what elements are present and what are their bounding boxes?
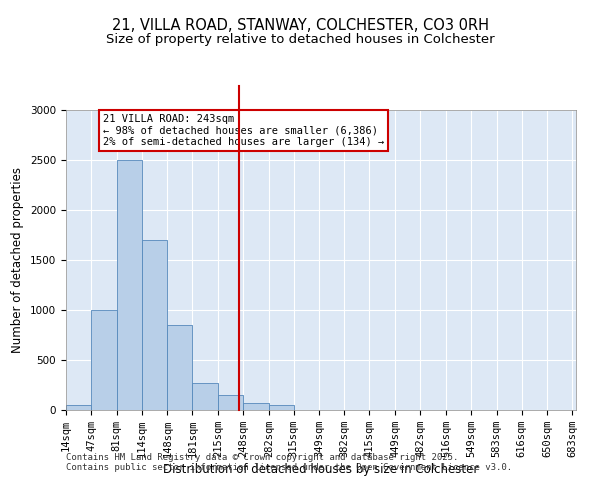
Text: 21, VILLA ROAD, STANWAY, COLCHESTER, CO3 0RH: 21, VILLA ROAD, STANWAY, COLCHESTER, CO3… [112, 18, 488, 32]
Bar [142, 240, 167, 410]
Text: Contains HM Land Registry data © Crown copyright and database right 2025.: Contains HM Land Registry data © Crown c… [66, 454, 458, 462]
Bar [243, 402, 269, 410]
Text: 21 VILLA ROAD: 243sqm
← 98% of detached houses are smaller (6,386)
2% of semi-de: 21 VILLA ROAD: 243sqm ← 98% of detached … [103, 114, 385, 147]
Bar [193, 383, 218, 410]
Y-axis label: Number of detached properties: Number of detached properties [11, 167, 25, 353]
X-axis label: Distribution of detached houses by size in Colchester: Distribution of detached houses by size … [163, 463, 479, 476]
Text: Size of property relative to detached houses in Colchester: Size of property relative to detached ho… [106, 32, 494, 46]
Bar [116, 160, 142, 410]
Bar [269, 404, 294, 410]
Bar [218, 395, 243, 410]
Text: Contains public sector information licensed under the Open Government Licence v3: Contains public sector information licen… [66, 464, 512, 472]
Bar [91, 310, 116, 410]
Bar [167, 325, 193, 410]
Bar [66, 405, 91, 410]
